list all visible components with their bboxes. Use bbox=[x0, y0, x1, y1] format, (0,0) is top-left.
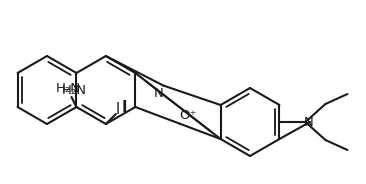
Text: I: I bbox=[121, 100, 127, 116]
Text: H₂N: H₂N bbox=[62, 84, 87, 98]
Text: H₂N: H₂N bbox=[56, 82, 81, 95]
Text: N: N bbox=[153, 87, 163, 100]
Text: O⁺: O⁺ bbox=[179, 109, 196, 122]
Text: I: I bbox=[116, 102, 120, 116]
Text: N: N bbox=[303, 116, 313, 128]
